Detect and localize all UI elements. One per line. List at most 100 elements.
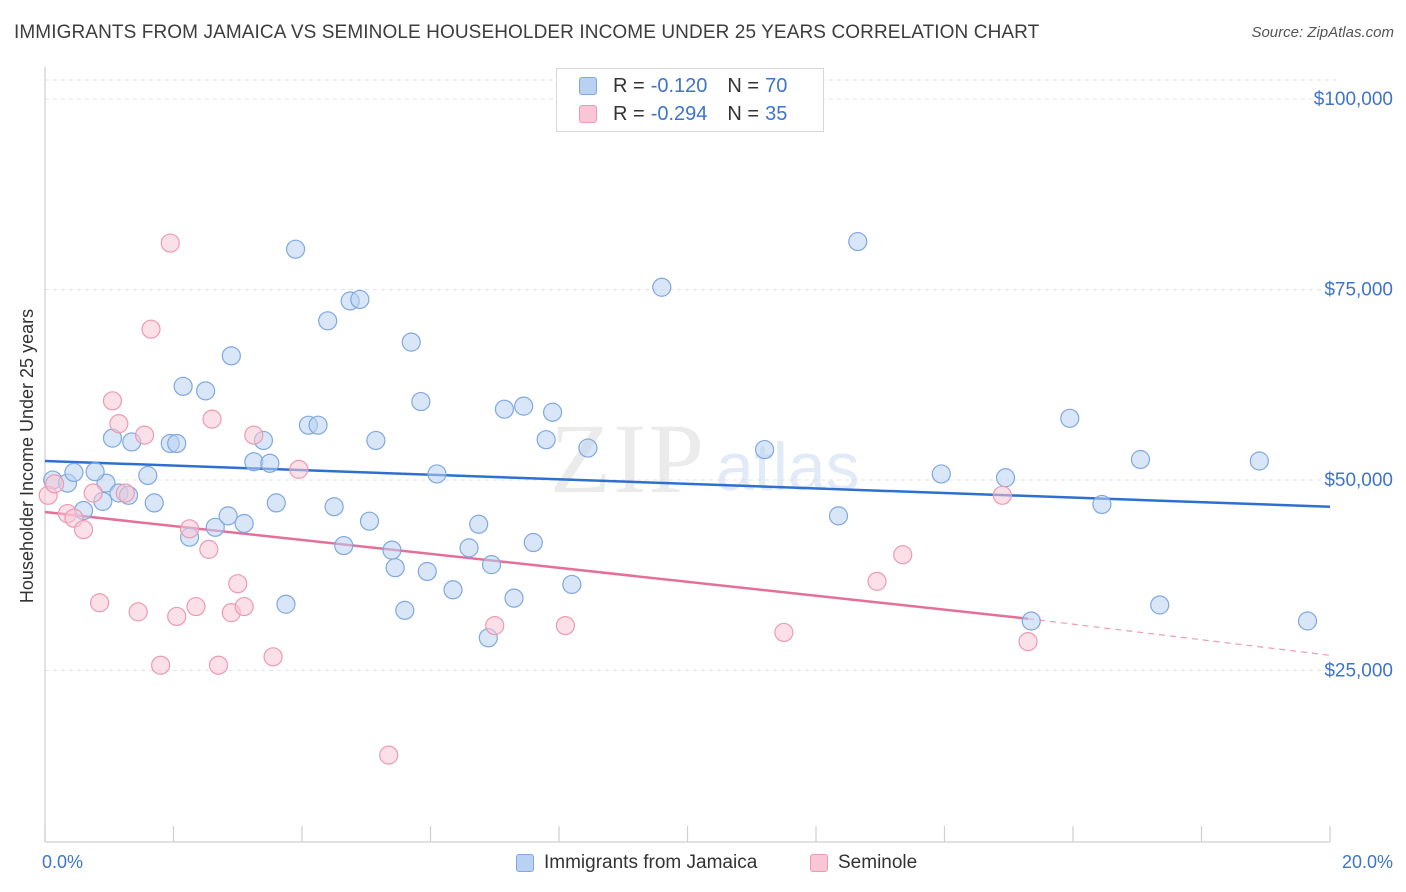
point-seminole: [379, 745, 399, 765]
point-seminole: [109, 414, 129, 434]
legend-swatch-blue: [579, 77, 597, 95]
legend-swatch-blue: [516, 854, 534, 872]
point-seminole: [485, 615, 505, 636]
point-jamaica: [308, 415, 328, 435]
point-seminole: [73, 519, 94, 540]
point-seminole: [893, 545, 913, 565]
point-jamaica: [494, 399, 514, 419]
y-tick-label: $25,000: [1324, 661, 1393, 682]
point-jamaica: [995, 468, 1016, 488]
point-jamaica: [138, 465, 158, 486]
watermark: ZIP atlas: [550, 403, 860, 514]
point-jamaica: [754, 439, 775, 460]
point-jamaica: [443, 580, 463, 600]
chart-title: IMMIGRANTS FROM JAMAICA VS SEMINOLE HOUS…: [14, 22, 1040, 43]
point-jamaica: [1092, 494, 1112, 515]
data-points: [38, 231, 1318, 765]
point-seminole: [128, 602, 148, 622]
point-jamaica: [562, 574, 582, 595]
point-jamaica: [359, 511, 380, 531]
point-seminole: [992, 485, 1012, 505]
point-jamaica: [395, 600, 415, 620]
point-jamaica: [144, 493, 164, 513]
legend-swatch-pink: [579, 105, 597, 123]
legend-n-value: 35: [765, 102, 788, 125]
y-tick-label: $75,000: [1324, 280, 1393, 301]
point-seminole: [186, 596, 206, 617]
point-seminole: [102, 391, 123, 411]
point-jamaica: [285, 239, 306, 259]
point-jamaica: [1249, 451, 1269, 471]
point-jamaica: [848, 231, 868, 252]
point-jamaica: [1021, 611, 1041, 631]
legend-n-value: 70: [765, 74, 788, 97]
legend-row-jamaica: R = -0.120 N = 70: [579, 72, 787, 100]
point-jamaica: [1297, 611, 1318, 631]
point-seminole: [234, 596, 254, 617]
legend-r-value: -0.120: [650, 74, 708, 97]
point-jamaica: [504, 588, 524, 608]
point-seminole: [179, 519, 200, 539]
point-jamaica: [382, 540, 402, 560]
point-jamaica: [1150, 595, 1170, 615]
source-label: Source: ZipAtlas.com: [1251, 24, 1394, 41]
legend-n-label: N =: [727, 74, 760, 97]
point-jamaica: [350, 289, 370, 310]
point-jamaica: [324, 497, 344, 517]
series-legend: Immigrants from Jamaica Seminole: [0, 852, 1406, 878]
point-seminole: [244, 425, 264, 445]
y-tick-label: $50,000: [1324, 470, 1393, 491]
legend-label-jamaica: Immigrants from Jamaica: [544, 852, 758, 873]
axes: [44, 67, 1331, 843]
point-seminole: [160, 233, 180, 253]
point-jamaica: [1130, 449, 1151, 470]
y-tick-labels: $25,000 $50,000 $75,000 $100,000: [1314, 89, 1393, 682]
point-seminole: [1018, 631, 1038, 652]
point-jamaica: [366, 430, 386, 451]
point-jamaica: [459, 538, 479, 558]
point-jamaica: [218, 506, 238, 526]
correlation-legend: R = -0.120 N = 70 R = -0.294 N = 35: [556, 68, 824, 132]
point-jamaica: [318, 311, 338, 331]
legend-r-label: R =: [613, 74, 645, 97]
point-seminole: [202, 409, 222, 429]
point-jamaica: [196, 381, 216, 401]
grid-lines: [45, 79, 1336, 672]
watermark-zip: ZIP: [550, 403, 706, 514]
point-jamaica: [578, 438, 598, 458]
point-seminole: [141, 319, 161, 339]
legend-row-seminole: R = -0.294 N = 35: [579, 100, 787, 128]
legend-item-seminole: Seminole: [810, 852, 917, 874]
point-jamaica: [931, 464, 951, 484]
point-seminole: [208, 655, 229, 675]
legend-swatch-pink: [810, 854, 828, 872]
x-axis-max-label: 20.0%: [1341, 852, 1393, 872]
point-jamaica: [385, 558, 405, 578]
point-jamaica: [411, 391, 431, 412]
point-seminole: [115, 483, 135, 503]
legend-n-label: N =: [727, 102, 760, 125]
point-jamaica: [85, 462, 105, 482]
point-seminole: [228, 574, 248, 594]
point-jamaica: [514, 396, 534, 416]
point-seminole: [774, 622, 794, 643]
point-jamaica: [266, 493, 286, 513]
point-jamaica: [260, 453, 280, 473]
point-seminole: [134, 425, 155, 445]
point-jamaica: [234, 513, 254, 534]
point-seminole: [263, 647, 283, 667]
point-seminole: [867, 571, 887, 591]
point-jamaica: [828, 506, 849, 526]
point-jamaica: [469, 514, 489, 534]
point-jamaica: [167, 433, 187, 454]
x-axis-min-label: 0.0%: [42, 852, 84, 872]
point-seminole: [167, 606, 187, 627]
point-jamaica: [244, 452, 264, 472]
point-seminole: [199, 539, 219, 559]
y-axis-label: Householder Income Under 25 years: [17, 309, 37, 603]
legend-r-value: -0.294: [650, 102, 708, 125]
watermark-atlas: atlas: [716, 429, 860, 505]
point-seminole: [90, 593, 110, 613]
trend-line-seminole-extension: [1027, 618, 1331, 656]
